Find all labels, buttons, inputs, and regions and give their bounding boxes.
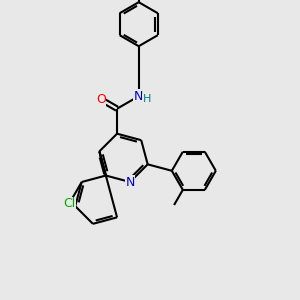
Text: Cl: Cl — [63, 197, 75, 210]
Text: O: O — [96, 93, 106, 106]
Text: N: N — [134, 90, 143, 103]
Text: N: N — [125, 176, 135, 188]
Text: H: H — [142, 94, 151, 104]
